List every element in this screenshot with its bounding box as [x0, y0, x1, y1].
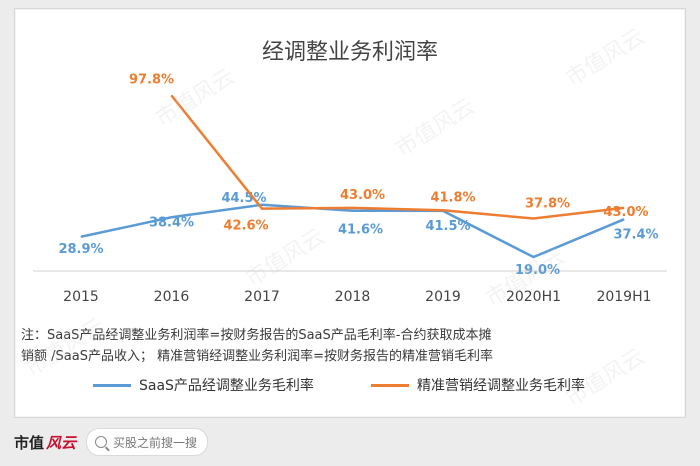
- series-point: [171, 216, 172, 218]
- data-label: 41.8%: [430, 190, 475, 205]
- legend: SaaS产品经调整业务毛利率 精准营销经调整业务毛利率: [15, 375, 685, 415]
- series-point: [623, 207, 625, 209]
- footer-bar: 市值 风云 买股之前搜一搜: [0, 418, 700, 466]
- brand-mark: 风云: [46, 433, 77, 452]
- data-label: 42.6%: [223, 219, 268, 234]
- legend-swatch-marketing: [371, 383, 409, 387]
- series-point: [623, 218, 625, 220]
- search-placeholder: 买股之前搜一搜: [113, 435, 198, 450]
- legend-label-marketing: 精准营销经调整业务毛利率: [417, 378, 585, 394]
- search-icon: [95, 436, 108, 448]
- data-label: 41.5%: [425, 219, 470, 234]
- data-label: 19.0%: [515, 263, 560, 278]
- x-tick-label: 2015: [63, 289, 99, 305]
- x-tick-label: 2018: [335, 289, 371, 305]
- data-label: 41.6%: [338, 223, 383, 238]
- data-label: 37.8%: [525, 197, 570, 212]
- data-label: 37.4%: [613, 227, 658, 242]
- series-point: [261, 204, 263, 206]
- series-point: [261, 208, 263, 210]
- chart-title: 经调整业务利润率: [262, 40, 438, 65]
- legend-item-marketing: 精准营销经调整业务毛利率: [371, 375, 585, 395]
- series-point: [171, 95, 172, 97]
- series-point: [442, 209, 444, 211]
- brand-text: 市值: [14, 433, 45, 452]
- data-label: 97.8%: [129, 73, 174, 88]
- note-line-1: 注：SaaS产品经调整业务利润率=按财务报告的SaaS产品毛利率-合约获取成本摊: [21, 328, 492, 343]
- data-label: 38.4%: [149, 215, 194, 230]
- series-line-1: [170, 94, 625, 220]
- series-point: [352, 207, 353, 209]
- chart-note: 注：SaaS产品经调整业务利润率=按财务报告的SaaS产品毛利率-合约获取成本摊…: [21, 325, 681, 367]
- data-label: 43.0%: [340, 188, 385, 203]
- x-tick-label: 2016: [154, 289, 190, 305]
- series-point: [533, 256, 534, 258]
- chart-card: 经调整业务利润率 2015 2016 2017 2018 2019 2020H1 2019H…: [14, 8, 686, 418]
- brand-logo: 市值 风云: [14, 432, 76, 453]
- x-tick-label: 2020H1: [506, 289, 561, 305]
- series-point: [352, 210, 353, 212]
- series-point: [533, 218, 534, 220]
- x-tick-label: 2019: [425, 289, 461, 305]
- note-line-2: 销额 /SaaS产品收入； 精准营销经调整业务利润率=按财务报告的精准营销毛利率: [21, 349, 493, 364]
- x-tick-label: 2019H1: [596, 289, 651, 305]
- series-point: [80, 236, 82, 238]
- data-label: 44.5%: [221, 191, 266, 206]
- line-chart: 经调整业务利润率 2015 2016 2017 2018 2019 2020H1 2019H…: [33, 40, 667, 305]
- data-label: 43.0%: [603, 205, 648, 220]
- legend-swatch-saas: [93, 383, 131, 387]
- legend-label-saas: SaaS产品经调整业务毛利率: [139, 378, 314, 394]
- search-input[interactable]: 买股之前搜一搜: [86, 428, 209, 456]
- data-label: 28.9%: [58, 242, 103, 257]
- legend-item-saas: SaaS产品经调整业务毛利率: [93, 375, 314, 395]
- x-tick-label: 2017: [244, 289, 280, 305]
